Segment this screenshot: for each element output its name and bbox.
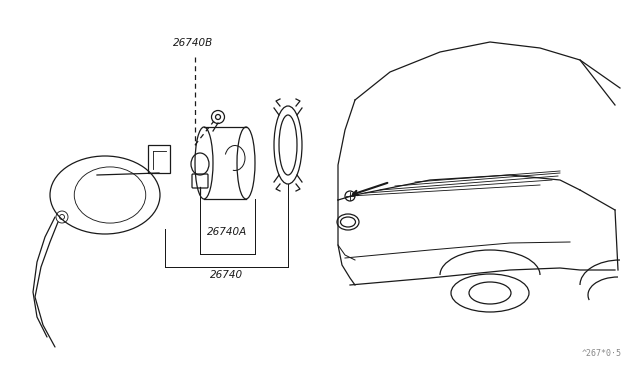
Text: 26740: 26740	[210, 270, 243, 280]
Bar	[148, 145, 170, 173]
Text: 26740A: 26740A	[207, 227, 248, 237]
Text: ^267*0·5: ^267*0·5	[582, 349, 622, 358]
Text: 26740B: 26740B	[173, 38, 213, 48]
